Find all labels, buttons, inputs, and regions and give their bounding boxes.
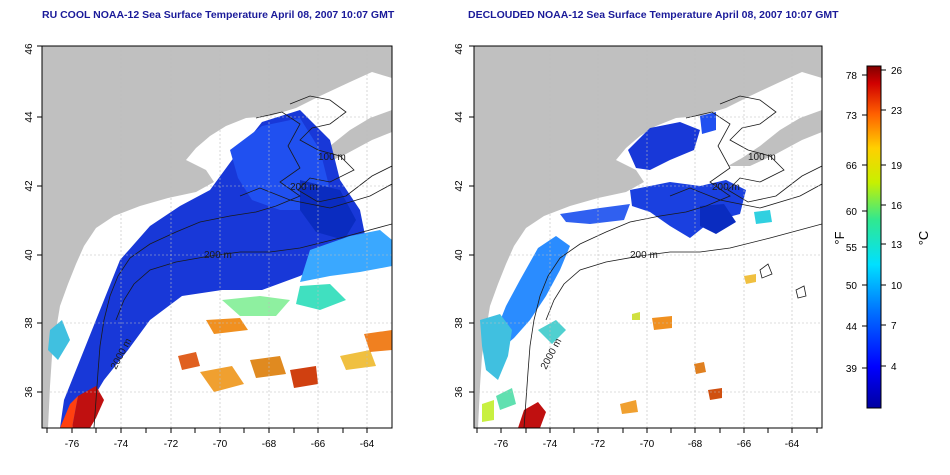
left-lat-label: 36 [24,386,35,398]
right-lat-label: 46 [454,43,465,55]
left-lon-label: -72 [164,439,179,450]
right-lon-label: -64 [785,439,800,450]
fahrenheit-tick: 50 [846,281,858,292]
colorbar-ticks [862,69,886,369]
right-bathymetry-contours [523,95,822,428]
left-lat-label: 44 [24,111,35,123]
right-axis-ticks [469,45,818,433]
colorbar-gradient [866,65,882,409]
left-contour-label-200m-a: 200 m [290,182,318,193]
right-graticule [474,46,822,428]
right-lon-label: -66 [737,439,752,450]
celsius-tick: 13 [891,240,903,251]
left-lon-label: -66 [311,439,326,450]
fahrenheit-tick: 66 [846,161,858,172]
right-lat-label: 42 [454,180,465,192]
right-lat-label: 38 [454,317,465,329]
right-lon-label: -74 [543,439,558,450]
right-map-title: DECLOUDED NOAA-12 Sea Surface Temperatur… [468,9,839,21]
fahrenheit-tick: 55 [846,243,858,254]
left-sst-field [48,110,392,428]
left-lon-label: -64 [360,439,375,450]
right-lon-label: -68 [688,439,703,450]
left-lon-label: -76 [65,439,80,450]
left-lat-labels: 36 38 40 42 44 46 [24,43,35,398]
temperature-colorbar: 78 73 66 60 55 50 44 39 26 23 19 16 13 1… [832,65,931,409]
right-nova-scotia [728,110,822,166]
right-lon-label: -70 [640,439,655,450]
left-axis-ticks [37,45,368,433]
right-lon-label: -76 [494,439,509,450]
left-lat-label: 46 [24,43,35,55]
celsius-tick: 4 [891,362,897,373]
celsius-tick: 19 [891,161,903,172]
celsius-tick: 23 [891,106,903,117]
left-lon-label: -74 [114,439,129,450]
right-lon-label: -72 [591,439,606,450]
fahrenheit-tick: 44 [846,322,858,333]
left-map-panel: 100 m 200 m 200 m 2000 m [24,43,393,450]
celsius-tick: 26 [891,66,903,77]
left-contour-label-100m: 100 m [318,152,346,163]
right-lat-label: 40 [454,249,465,261]
celsius-tick: 16 [891,201,903,212]
left-map-title: RU COOL NOAA-12 Sea Surface Temperature … [42,9,395,21]
fahrenheit-axis-label: °F [832,231,847,244]
right-lon-labels: -76 -74 -72 -70 -68 -66 -64 [494,439,800,450]
left-lat-label: 40 [24,249,35,261]
left-lat-label: 42 [24,180,35,192]
right-land-mass [474,46,822,428]
celsius-tick: 10 [891,281,903,292]
right-map-frame [473,45,823,429]
left-lon-label: -70 [213,439,228,450]
right-map-panel: 100 m 200 m 200 m 2000 m [454,43,823,450]
left-lat-label: 38 [24,317,35,329]
fahrenheit-tick: 78 [846,71,858,82]
celsius-axis-label: °C [916,231,931,246]
left-contour-label-200m-b: 200 m [204,250,232,261]
right-lat-label: 44 [454,111,465,123]
left-lon-label: -68 [262,439,277,450]
right-lat-labels: 36 38 40 42 44 46 [454,43,465,398]
left-lon-labels: -76 -74 -72 -70 -68 -66 -64 [65,439,375,450]
left-map-frame [41,45,393,429]
right-lat-label: 36 [454,386,465,398]
colorbar-fahrenheit-ticks: 78 73 66 60 55 50 44 39 [846,71,858,375]
right-sst-field [480,112,772,428]
fahrenheit-tick: 73 [846,111,858,122]
right-contour-label-200m-b: 200 m [630,250,658,261]
fahrenheit-tick: 60 [846,207,858,218]
right-contour-label-200m-a: 200 m [712,182,740,193]
left-land-mass [42,46,392,428]
left-bathymetry-contours [93,95,392,428]
celsius-tick: 7 [891,321,897,332]
fahrenheit-tick: 39 [846,364,858,375]
right-contour-label-100m: 100 m [748,152,776,163]
colorbar-celsius-ticks: 26 23 19 16 13 10 7 4 [891,66,903,373]
